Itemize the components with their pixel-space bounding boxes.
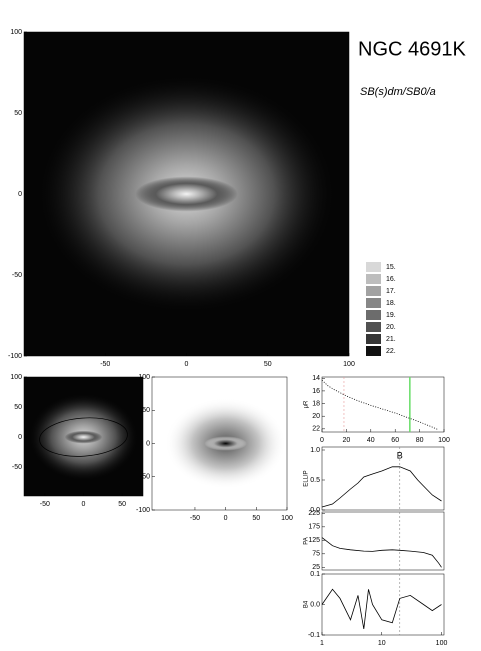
y-tick-label: 225	[308, 510, 320, 517]
classification: SB(s)dm/SB0/a	[360, 86, 436, 98]
x-tick-label: -50	[40, 501, 50, 508]
y-tick-label: 125	[308, 537, 320, 544]
x-tick-label: 0	[320, 437, 324, 444]
y-tick-label: 20	[312, 413, 320, 420]
colorbar-label: 16.	[386, 276, 396, 283]
y-tick-label: 100	[10, 374, 22, 381]
plot-frame	[321, 446, 445, 511]
y-tick-label: -100	[136, 507, 150, 514]
annotation: B	[397, 450, 403, 460]
colorbar-label: 19.	[386, 312, 396, 319]
profile-line	[321, 537, 442, 568]
y-tick-label: 0	[18, 434, 22, 441]
x-tick-label: 50	[252, 515, 260, 522]
y-tick-label: 0	[18, 191, 22, 198]
colorbar-label: 17.	[386, 288, 396, 295]
y-tick-label: 22	[312, 426, 320, 433]
x-tick-label: -50	[100, 361, 110, 368]
y-tick-label: 50	[14, 404, 22, 411]
color-swatch	[366, 298, 381, 308]
color-swatch	[366, 322, 381, 332]
y-tick-label: 18	[312, 400, 320, 407]
x-tick-label: 40	[367, 437, 375, 444]
y-tick-label: 100	[10, 29, 22, 36]
y-tick-label: 0	[146, 440, 150, 447]
x-tick-label: 10	[378, 640, 386, 647]
x-tick-label: 1	[320, 640, 324, 647]
y-tick-label: 0.1	[310, 571, 320, 578]
y-axis-label: PA	[304, 537, 310, 545]
plot-frame	[321, 376, 445, 433]
x-tick-label: 100	[438, 437, 450, 444]
profile-line	[321, 466, 442, 508]
y-tick-label: 1.0	[310, 447, 320, 454]
y-tick-label: 50	[14, 110, 22, 117]
x-tick-label: 80	[416, 437, 424, 444]
x-tick-label: 100	[436, 640, 448, 647]
plot-frame	[321, 573, 445, 636]
colorbar-label: 15.	[386, 264, 396, 271]
y-tick-label: -50	[12, 272, 22, 279]
color-swatch	[366, 262, 381, 272]
galaxy-core	[135, 176, 238, 212]
colorbar-label: 21.	[386, 336, 396, 343]
y-tick-label: 50	[142, 407, 150, 414]
y-tick-label: 175	[308, 524, 320, 531]
y-tick-label: 16	[312, 388, 320, 395]
x-tick-label: 0	[224, 515, 228, 522]
y-tick-label: 75	[312, 551, 320, 558]
isophote-ellipse	[39, 417, 128, 457]
y-tick-label: 0.0	[310, 601, 320, 608]
colorbar-label: 18.	[386, 300, 396, 307]
x-tick-label: 0	[185, 361, 189, 368]
x-tick-label: 50	[118, 501, 126, 508]
y-tick-label: 0.5	[310, 477, 320, 484]
colorbar-label: 20.	[386, 324, 396, 331]
y-axis-label: μR	[304, 400, 310, 408]
y-tick-label: -50	[12, 464, 22, 471]
y-tick-label: -0.1	[308, 632, 320, 639]
color-swatch	[366, 346, 381, 356]
plot-frame	[321, 511, 445, 571]
y-axis-label: B4	[304, 600, 310, 608]
x-tick-label: 60	[391, 437, 399, 444]
x-tick-label: 100	[281, 515, 293, 522]
y-tick-label: 14	[312, 375, 320, 382]
color-swatch	[366, 334, 381, 344]
color-swatch	[366, 310, 381, 320]
x-tick-label: 20	[343, 437, 351, 444]
color-swatch	[366, 286, 381, 296]
y-axis-label: ELLIP	[304, 470, 310, 486]
galaxy-name: NGC 4691K	[358, 38, 466, 60]
y-tick-label: 100	[138, 374, 150, 381]
color-swatch	[366, 274, 381, 284]
x-tick-label: -50	[190, 515, 200, 522]
galaxy-core	[64, 430, 103, 444]
x-tick-label: 0	[82, 501, 86, 508]
y-tick-label: 0.0	[310, 507, 320, 514]
x-tick-label: 50	[264, 361, 272, 368]
galaxy-core	[204, 436, 247, 451]
y-tick-label: -100	[8, 353, 22, 360]
y-tick-label: 25	[312, 564, 320, 571]
x-tick-label: 100	[343, 361, 355, 368]
colorbar-label: 22.	[386, 348, 396, 355]
y-tick-label: -50	[140, 474, 150, 481]
profile-line	[321, 588, 442, 629]
profile-line	[321, 379, 439, 430]
